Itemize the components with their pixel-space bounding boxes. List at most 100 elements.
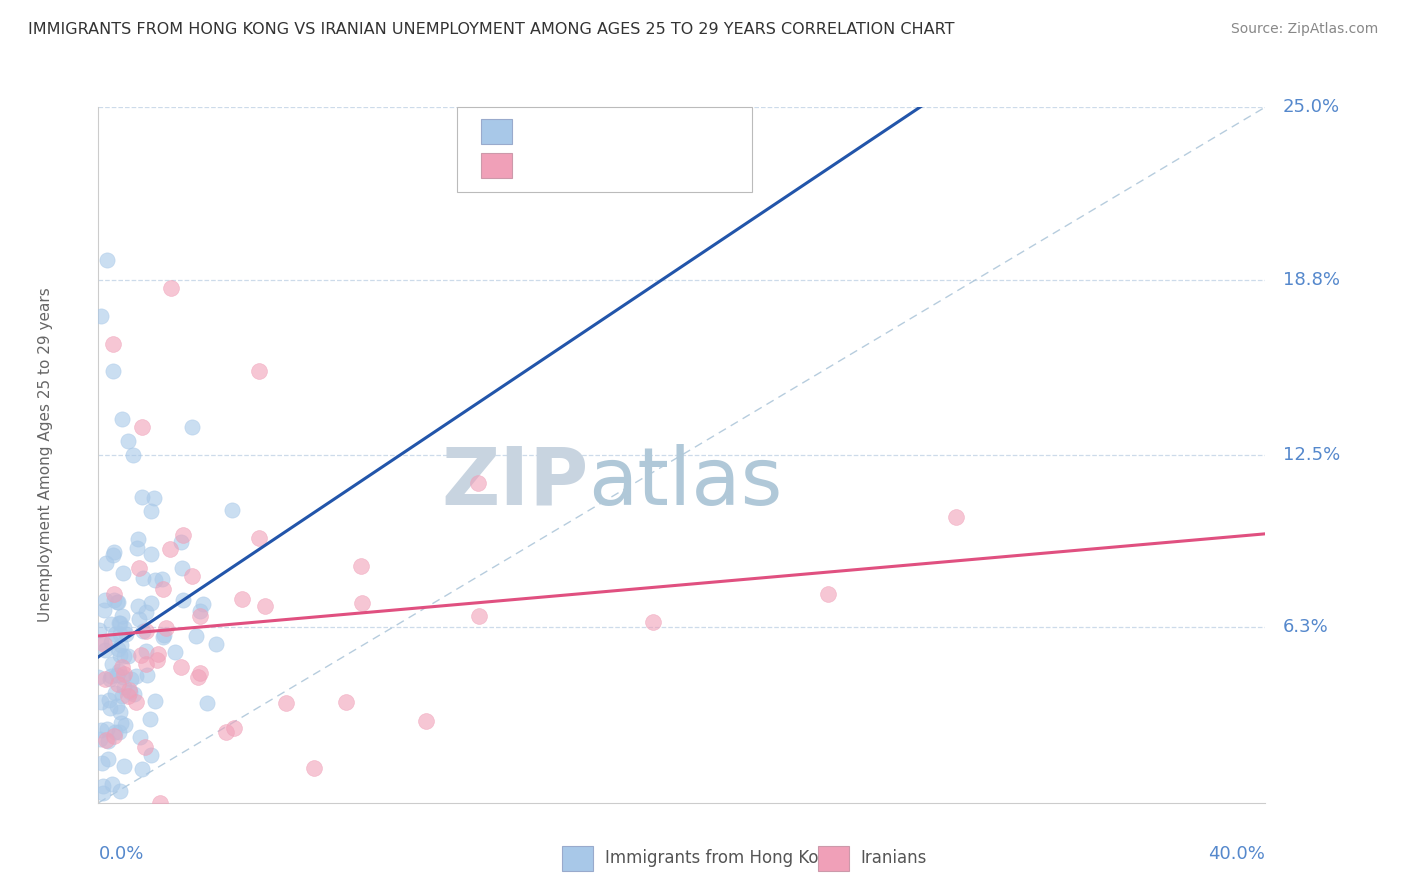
Point bbox=[160, 281, 183, 295]
Point bbox=[89, 623, 111, 637]
Point bbox=[96, 722, 118, 736]
Point bbox=[145, 573, 167, 587]
Point bbox=[172, 593, 194, 607]
Point bbox=[172, 561, 194, 575]
Point bbox=[139, 503, 162, 517]
Point bbox=[108, 615, 131, 630]
Point bbox=[110, 648, 132, 663]
Point bbox=[93, 672, 115, 686]
Point bbox=[101, 549, 124, 563]
Point bbox=[125, 669, 148, 683]
Point bbox=[98, 693, 121, 707]
Point bbox=[107, 642, 129, 657]
Point bbox=[146, 653, 169, 667]
Point bbox=[415, 714, 437, 728]
Point bbox=[104, 724, 127, 739]
Point bbox=[215, 725, 238, 739]
Point bbox=[108, 665, 131, 679]
Point bbox=[152, 630, 174, 644]
Point bbox=[467, 475, 489, 490]
Point bbox=[134, 739, 156, 754]
Point bbox=[127, 541, 149, 555]
Point bbox=[108, 784, 131, 798]
Point bbox=[135, 657, 157, 672]
Point bbox=[149, 796, 172, 810]
Point bbox=[107, 595, 129, 609]
Point bbox=[101, 336, 124, 351]
Point bbox=[94, 642, 117, 657]
Point bbox=[117, 648, 139, 663]
Point bbox=[91, 786, 114, 800]
Point bbox=[110, 716, 132, 731]
Point bbox=[103, 729, 125, 743]
Point bbox=[93, 637, 115, 651]
Text: R =  0.112  N = 39: R = 0.112 N = 39 bbox=[523, 156, 681, 174]
Point bbox=[129, 730, 152, 744]
Point bbox=[112, 666, 135, 681]
Point bbox=[222, 722, 245, 736]
Point bbox=[195, 696, 218, 710]
Point bbox=[181, 420, 204, 434]
Point bbox=[138, 712, 160, 726]
Point bbox=[204, 637, 226, 651]
Point bbox=[108, 725, 131, 739]
Point bbox=[131, 420, 153, 434]
Point bbox=[128, 561, 150, 575]
Point bbox=[104, 686, 127, 700]
Point bbox=[131, 490, 153, 504]
Point bbox=[127, 533, 149, 547]
Point bbox=[114, 717, 136, 731]
Point bbox=[111, 609, 134, 624]
Point bbox=[100, 635, 122, 649]
Point bbox=[89, 731, 111, 746]
Point bbox=[132, 571, 155, 585]
Point bbox=[94, 593, 117, 607]
Point bbox=[90, 723, 112, 737]
Point bbox=[100, 668, 122, 682]
Point bbox=[131, 763, 153, 777]
Point bbox=[118, 683, 141, 698]
Point bbox=[274, 696, 297, 710]
Point bbox=[155, 621, 177, 635]
Point bbox=[112, 759, 135, 773]
Point bbox=[188, 666, 211, 681]
Point bbox=[135, 643, 157, 657]
Point bbox=[231, 592, 253, 607]
Point bbox=[107, 615, 129, 630]
Point bbox=[221, 502, 243, 516]
Text: IMMIGRANTS FROM HONG KONG VS IRANIAN UNEMPLOYMENT AMONG AGES 25 TO 29 YEARS CORR: IMMIGRANTS FROM HONG KONG VS IRANIAN UNE… bbox=[28, 22, 955, 37]
Point bbox=[97, 752, 120, 766]
Point bbox=[98, 701, 121, 715]
Point bbox=[143, 491, 166, 506]
Point bbox=[153, 628, 176, 642]
Point bbox=[90, 695, 112, 709]
Point bbox=[187, 670, 209, 684]
Point bbox=[100, 657, 122, 671]
Point bbox=[128, 612, 150, 626]
Point bbox=[186, 629, 208, 643]
Point bbox=[350, 596, 373, 610]
Text: 40.0%: 40.0% bbox=[1209, 845, 1265, 863]
Text: atlas: atlas bbox=[589, 443, 783, 522]
Point bbox=[172, 528, 194, 542]
Point bbox=[125, 695, 148, 709]
Point bbox=[114, 648, 136, 663]
Text: 0.0%: 0.0% bbox=[98, 845, 143, 863]
Point bbox=[132, 624, 155, 639]
Point bbox=[108, 626, 131, 640]
Point bbox=[101, 777, 124, 791]
Point bbox=[143, 694, 166, 708]
Point bbox=[94, 733, 117, 747]
Point bbox=[188, 604, 211, 618]
Point bbox=[127, 599, 149, 613]
Point bbox=[122, 448, 145, 462]
Point bbox=[96, 253, 118, 268]
Point bbox=[247, 364, 270, 378]
Point bbox=[100, 617, 122, 632]
Point bbox=[111, 690, 134, 704]
Point bbox=[115, 626, 138, 640]
Point bbox=[93, 602, 115, 616]
Point bbox=[105, 595, 128, 609]
Point bbox=[181, 569, 204, 583]
Point bbox=[169, 660, 191, 674]
